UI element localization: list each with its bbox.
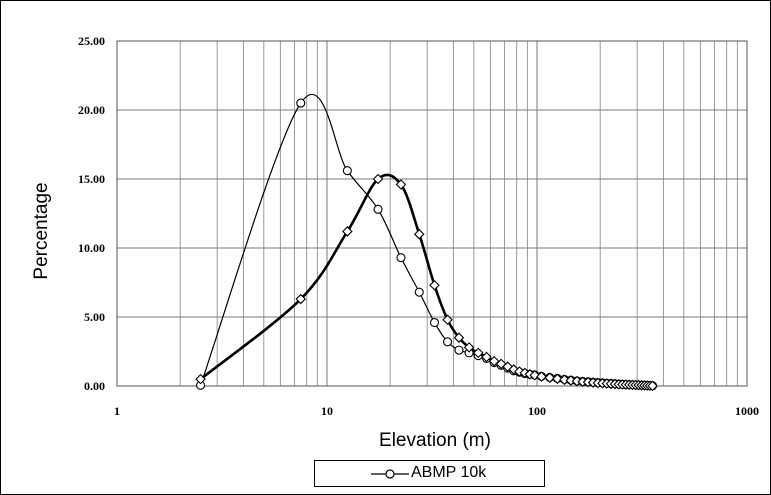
diamond-marker bbox=[463, 342, 475, 353]
diamond-marker bbox=[552, 373, 563, 385]
legend: ABMP 10k bbox=[314, 460, 545, 487]
x-tick-label: 10 bbox=[321, 404, 333, 418]
circle-marker bbox=[373, 204, 383, 214]
diamond-marker bbox=[372, 173, 384, 185]
circle-marker bbox=[396, 253, 406, 263]
tick-labels: 1 10 100 1000 0.00 5.00 10.00 15.00 20.00 25.00 bbox=[78, 34, 759, 418]
diamond-marker bbox=[413, 228, 425, 240]
axes bbox=[116, 40, 748, 387]
diamond-marker bbox=[429, 279, 440, 291]
diamond-marker bbox=[195, 373, 206, 385]
circle-marker bbox=[296, 98, 306, 108]
plot-border bbox=[116, 40, 748, 387]
circle-marker bbox=[454, 345, 464, 355]
diamond-marker bbox=[559, 374, 570, 386]
diamond-marker bbox=[395, 179, 407, 190]
diamond-marker bbox=[342, 226, 353, 237]
circle-marker bbox=[342, 166, 352, 176]
y-tick-label: 0.00 bbox=[84, 379, 105, 393]
legend-line-circle-icon bbox=[371, 469, 409, 479]
legend-label: ABMP 10k bbox=[411, 464, 487, 481]
plot-area bbox=[117, 41, 747, 386]
circle-marker bbox=[429, 317, 440, 328]
diamond-marker bbox=[442, 314, 453, 326]
diamond-marker bbox=[544, 372, 556, 383]
y-axis-title: Percentage bbox=[31, 182, 52, 279]
y-tick-label: 15.00 bbox=[78, 172, 105, 186]
y-tick-label: 20.00 bbox=[78, 103, 105, 117]
circle-marker bbox=[414, 287, 424, 297]
diamond-marker bbox=[481, 351, 492, 363]
x-tick-label: 1000 bbox=[735, 404, 759, 418]
diamond-marker bbox=[295, 293, 307, 305]
diamond-marker bbox=[536, 371, 547, 382]
gridlines bbox=[116, 40, 747, 387]
x-tick-label: 100 bbox=[528, 404, 546, 418]
diamond-marker bbox=[529, 369, 540, 381]
circle-marker bbox=[442, 337, 453, 347]
y-tick-label: 10.00 bbox=[78, 241, 105, 255]
diamond-marker bbox=[488, 355, 500, 367]
diamond-marker bbox=[472, 347, 484, 359]
y-tick-label: 25.00 bbox=[78, 34, 105, 48]
x-axis-title: Elevation (m) bbox=[379, 430, 491, 451]
diamond-marker bbox=[453, 332, 465, 343]
y-tick-label: 5.00 bbox=[84, 310, 105, 324]
series-diamond bbox=[195, 173, 658, 392]
series-layer bbox=[195, 93, 658, 392]
diamond-marker bbox=[647, 380, 658, 392]
x-tick-label: 1 bbox=[114, 404, 120, 418]
